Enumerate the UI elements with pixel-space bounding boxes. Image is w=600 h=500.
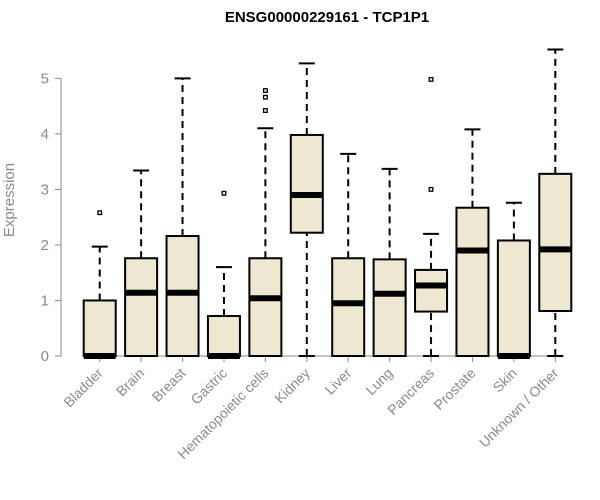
box-brain	[124, 169, 159, 357]
outlier-point	[428, 186, 434, 192]
box-bladder	[82, 210, 117, 359]
iqr-box	[165, 235, 200, 358]
y-axis-label: Expression	[1, 163, 18, 237]
y-tick-label: 0	[41, 348, 49, 365]
outlier-point	[97, 210, 103, 216]
x-tick-label: Brain	[113, 365, 147, 399]
box-skin	[496, 201, 531, 359]
y-tick-label: 4	[41, 126, 49, 143]
outlier-point	[221, 190, 227, 196]
box-gastric	[206, 190, 241, 359]
box-unknown-other	[538, 48, 573, 357]
y-axis: 0 1 2 3 4 5	[41, 70, 62, 365]
outlier-point	[428, 76, 434, 82]
x-tick-label: Unknown / Other	[476, 365, 562, 451]
x-tick-label: Breast	[149, 365, 189, 405]
y-tick-label: 5	[41, 70, 49, 87]
box-pancreas	[414, 76, 449, 357]
box-hematopoietic-cells	[248, 88, 283, 357]
box-kidney	[289, 62, 324, 357]
iqr-box	[331, 257, 366, 357]
iqr-box	[414, 268, 449, 313]
x-tick-label: Bladder	[60, 365, 106, 411]
x-tick-label: Prostate	[430, 365, 478, 413]
y-tick-label: 3	[41, 181, 49, 198]
x-tick-label: Kidney	[271, 365, 313, 407]
iqr-box	[289, 133, 324, 234]
box-liver	[331, 152, 366, 357]
x-tick-label: Skin	[489, 365, 520, 396]
box-breast	[165, 77, 200, 358]
chart-title: ENSG00000229161 - TCP1P1	[225, 9, 429, 26]
box-lung	[372, 167, 407, 357]
outlier-point	[262, 108, 268, 113]
iqr-box	[455, 206, 490, 357]
box-prostate	[455, 128, 490, 357]
boxes-group	[82, 48, 573, 359]
y-tick-label: 2	[41, 237, 49, 254]
iqr-box	[372, 258, 407, 357]
iqr-box	[248, 257, 283, 357]
x-tick-label: Liver	[322, 365, 355, 398]
outlier-point	[262, 88, 268, 93]
iqr-box	[206, 315, 241, 357]
iqr-box	[496, 239, 531, 357]
x-tick-label: Lung	[362, 365, 395, 398]
iqr-box	[124, 257, 159, 357]
y-tick-label: 1	[41, 292, 49, 309]
outlier-point	[262, 94, 268, 100]
iqr-box	[538, 172, 573, 313]
iqr-box	[82, 299, 117, 358]
